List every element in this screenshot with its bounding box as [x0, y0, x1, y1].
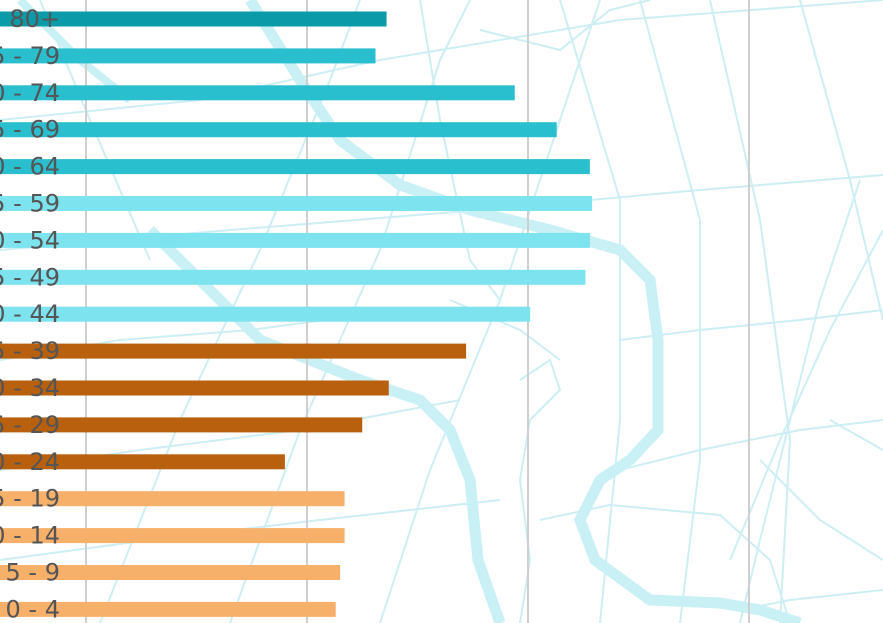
bar-7 [0, 269, 586, 285]
category-label-12: 20 - 24 [0, 448, 60, 476]
category-label-4: 60 - 64 [0, 153, 60, 181]
category-label-0: 80+ [9, 5, 60, 33]
category-label-11: 25 - 29 [0, 411, 60, 439]
bar-5 [0, 196, 593, 211]
bar-9 [0, 343, 467, 359]
category-label-15: 5 - 9 [6, 559, 60, 587]
category-label-14: 10 - 14 [0, 522, 60, 550]
bar-1 [0, 48, 376, 64]
category-label-2: 70 - 74 [0, 79, 60, 107]
category-label-10: 30 - 34 [0, 374, 60, 402]
bar-13 [0, 491, 345, 507]
bar-16 [0, 601, 336, 617]
category-label-7: 45 - 49 [0, 263, 60, 291]
category-label-13: 15 - 19 [0, 485, 60, 513]
bar-2 [0, 85, 515, 101]
bar-10 [0, 380, 389, 396]
bar-6 [0, 232, 590, 248]
category-label-8: 40 - 44 [0, 300, 60, 328]
category-label-1: 75 - 79 [0, 42, 60, 70]
bar-11 [0, 417, 363, 433]
bar-12 [0, 454, 285, 470]
bar-8 [0, 306, 531, 322]
category-label-16: 0 - 4 [6, 595, 60, 623]
bar-14 [0, 528, 345, 544]
bar-0 [0, 11, 387, 27]
bar-4 [0, 159, 590, 175]
category-label-6: 50 - 54 [0, 226, 60, 254]
bar-3 [0, 122, 557, 138]
category-label-9: 35 - 39 [0, 337, 60, 365]
category-label-5: 55 - 59 [0, 190, 60, 218]
bar-15 [0, 565, 341, 580]
category-label-3: 65 - 69 [0, 116, 60, 144]
